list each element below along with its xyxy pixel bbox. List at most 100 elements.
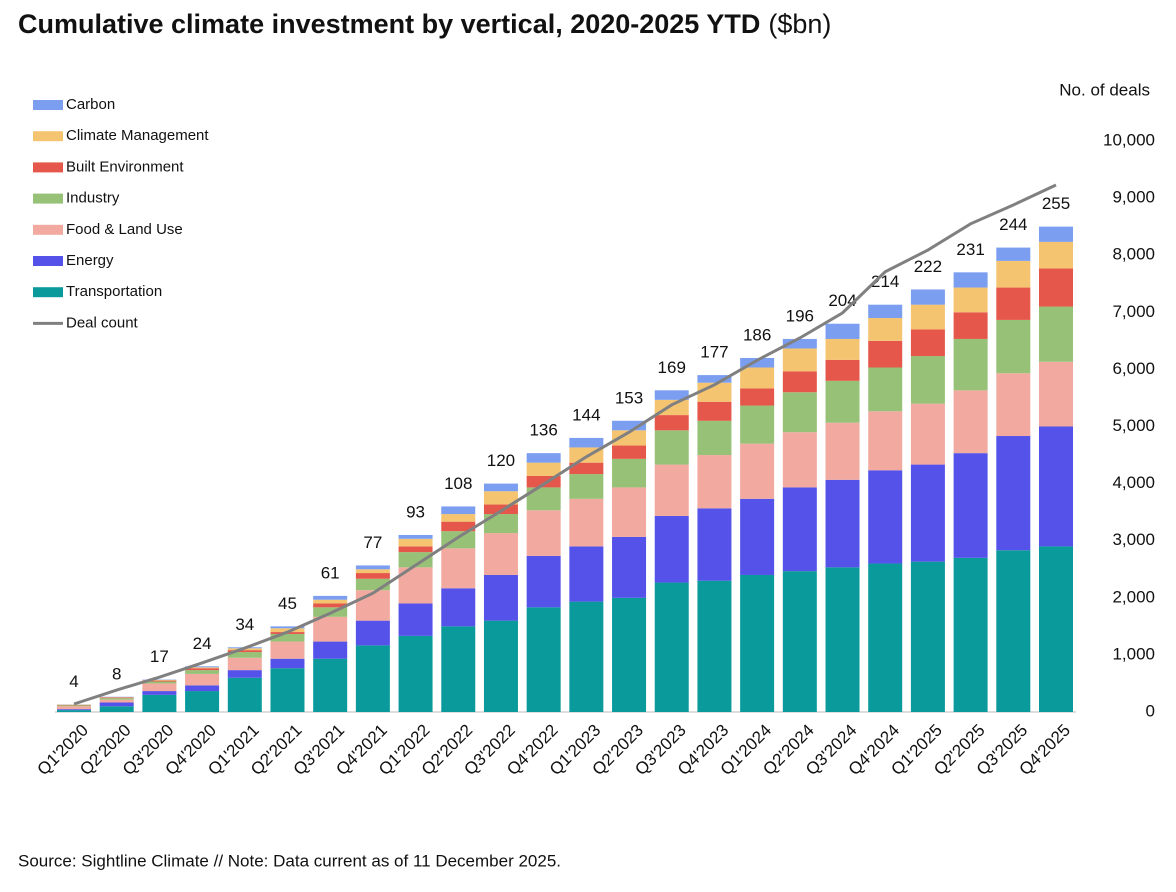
total-label: 24 [193,634,212,653]
total-label: 4 [69,672,78,691]
bar-segment [227,670,262,678]
bar-segment [441,588,476,627]
total-label: 255 [1042,194,1070,213]
bar-segment [1039,268,1073,307]
bar-segment [996,436,1031,551]
bar-segment [782,348,817,372]
bar-segment [654,415,689,431]
total-label: 153 [615,388,643,407]
bar-segment [782,371,817,393]
y2-tick-label: 9,000 [1112,188,1155,207]
bar-segment [654,390,689,400]
bar-segment [398,635,433,712]
bar-segment [654,430,689,465]
total-label: 169 [658,358,686,377]
bar-segment [526,487,561,511]
bar-segment [953,453,988,558]
bar-segment [270,628,305,633]
bar-segment [612,430,647,446]
bar-segment [526,510,561,556]
bar-segment [483,514,518,534]
total-label: 204 [828,291,856,310]
legend-label: Deal count [66,314,139,331]
total-label: 222 [914,257,942,276]
y2-tick-label: 6,000 [1112,359,1155,378]
legend-label: Built Environment [66,158,184,175]
bar-segment [782,338,817,349]
bar-segment [612,458,647,488]
total-label: 17 [150,647,169,666]
bar-segment [526,453,561,463]
bar-segment [868,367,903,412]
bar-segment [313,599,348,604]
bar-segment [825,380,860,423]
bar-segment [313,603,348,608]
bar-segment [868,411,903,471]
bar-segment [398,546,433,553]
bar-segment [57,709,91,711]
bar-segment [953,338,988,391]
bar-segment [355,573,390,579]
bar-segment [740,388,775,406]
bar-segment [270,658,305,669]
y2-tick-label: 5,000 [1112,416,1155,435]
bar-segment [910,464,945,562]
legend-swatch [33,256,63,266]
bar-segment [654,464,689,516]
total-label: 244 [999,215,1027,234]
bar-segment [697,401,732,421]
total-label: 177 [700,343,728,362]
legend-label: Energy [66,252,114,269]
bar-segment [910,403,945,465]
bar-segment [142,680,177,682]
bar-segment [953,557,988,712]
bar-segment [227,650,262,653]
bar-segment [483,574,518,621]
bar-segment [868,563,903,712]
bar-segment [99,697,134,699]
bar-segment [313,641,348,659]
title-unit: ($bn) [768,9,831,39]
bar-segment [996,287,1031,320]
bar-segment [355,569,390,574]
bar-segment [654,515,689,583]
bar-segment [868,470,903,564]
bar-segment [313,658,348,712]
bar-segment [185,673,220,686]
chart-title: Cumulative climate investment by vertica… [18,9,831,39]
total-label: 45 [278,594,297,613]
deal-count-line [73,183,1057,706]
legend-swatch [33,287,63,298]
bar-segment [740,357,775,368]
bar-segment [996,319,1031,374]
bar-segment [185,670,220,674]
bar-segment [1039,426,1073,547]
bar-segment [57,710,91,712]
bar-segment [996,260,1031,288]
bar-segment [953,272,988,288]
bar-segment [825,338,860,360]
bar-segment [910,289,945,305]
bar-segment [1039,226,1073,242]
bar-segment [441,506,476,515]
total-label: 34 [235,615,254,634]
legend-label: Transportation [66,283,162,300]
bar-segment [569,601,604,712]
bar-segment [441,548,476,589]
bar-segment [654,582,689,712]
bar-segment [355,645,390,712]
bar-segment [996,247,1031,261]
bar-segment [99,702,134,707]
legend-label: Food & Land Use [66,221,183,238]
bar-segment [185,691,220,712]
bar-segment [569,462,604,475]
bar-segment [868,304,903,319]
bar-segment [612,536,647,598]
bar-segment [1039,241,1073,269]
y2-tick-label: 3,000 [1112,530,1155,549]
bar-segment [483,483,518,492]
bar-segment [697,375,732,383]
y2-tick-label: 10,000 [1103,130,1155,149]
bar-segment [227,677,262,712]
total-label: 61 [321,563,340,582]
